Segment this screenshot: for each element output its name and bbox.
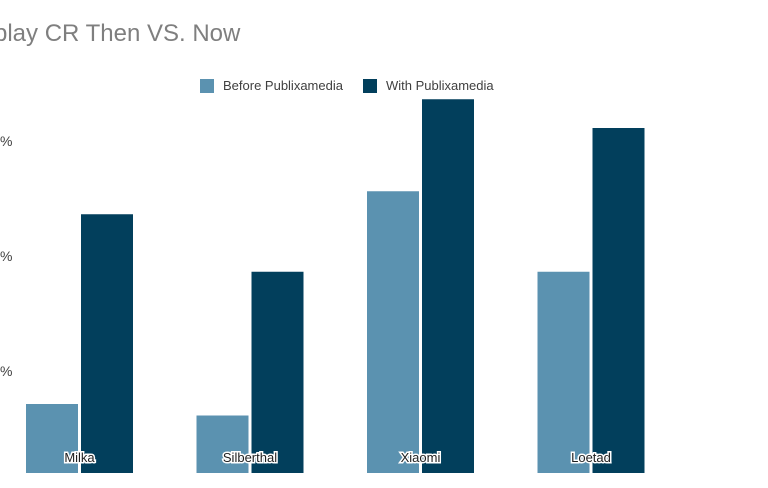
bar-xiaomi-before	[367, 191, 419, 473]
y-tick-label-2: %	[0, 248, 12, 264]
bar-silberthal-with	[251, 271, 304, 473]
x-tick-label-loetad: Loetad	[571, 450, 611, 465]
legend-item-with: With Publixamedia	[362, 78, 494, 93]
legend-label-before: Before Publixamedia	[223, 78, 343, 93]
legend-swatch-before	[200, 78, 214, 93]
x-tick-label-silberthal: Silberthal	[223, 450, 277, 465]
bar-milka-with	[81, 214, 133, 473]
x-tick-label-xiaomi: Xiaomi	[401, 450, 441, 465]
y-tick-label-3: %	[0, 133, 12, 149]
legend-swatch-with	[362, 78, 377, 93]
y-tick-label-1: %	[0, 363, 12, 379]
chart-legend: Before Publixamedia With Publixamedia	[200, 78, 514, 93]
legend-label-with: With Publixamedia	[385, 78, 494, 93]
bar-xiaomi-with	[422, 99, 474, 473]
chart-title: splay CR Then VS. Now	[0, 20, 241, 47]
bar-silberthal-before	[196, 415, 249, 473]
legend-item-before: Before Publixamedia	[200, 78, 343, 93]
bar-loetad-before	[537, 271, 590, 473]
bar-milka-before	[26, 404, 78, 473]
x-tick-label-milka: Milka	[64, 450, 95, 465]
bar-loetad-with	[592, 128, 645, 473]
